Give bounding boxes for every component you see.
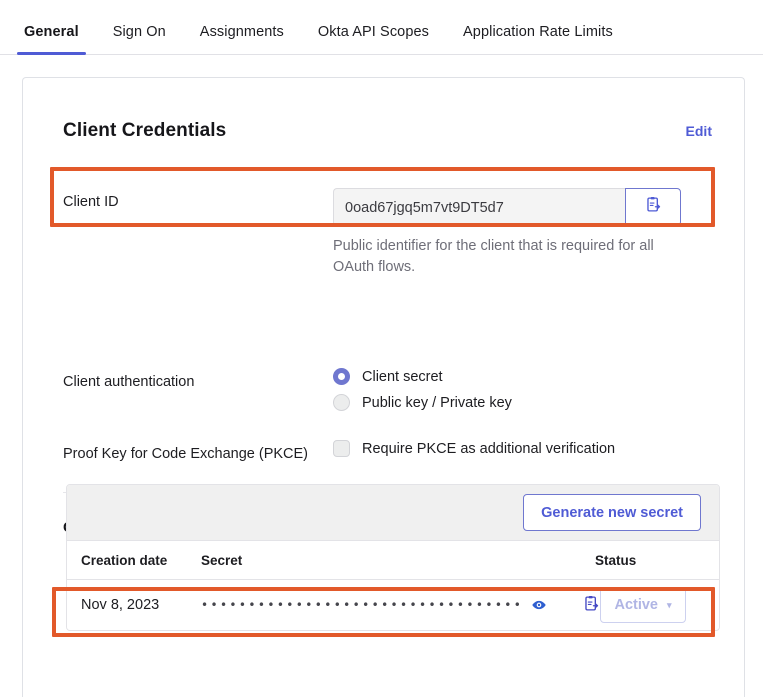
client-id-label: Client ID — [63, 194, 119, 210]
client-id-row: Client ID 0oad67jgq5m7vt9DT5d7 Public id… — [63, 188, 720, 278]
copy-secret-button[interactable] — [583, 595, 600, 616]
client-id-input-group: 0oad67jgq5m7vt9DT5d7 — [333, 188, 681, 226]
client-credentials-card: Client Credentials Edit Client ID 0oad67… — [22, 77, 745, 697]
pkce-row: Proof Key for Code Exchange (PKCE) Requi… — [63, 440, 720, 464]
copy-client-id-button[interactable] — [625, 188, 681, 226]
checkbox-unchecked-icon — [333, 440, 350, 457]
tab-sign-on[interactable]: Sign On — [112, 24, 166, 40]
table-row: Nov 8, 2023 ••••••••••••••••••••••••••••… — [67, 580, 719, 630]
cell-secret: ••••••••••••••••••••••••••••••••••••••••… — [201, 595, 600, 616]
client-authentication-row: Client authentication Client secret Publ… — [63, 368, 720, 411]
radio-label-client-secret: Client secret — [362, 368, 443, 385]
tab-application-rate-limits[interactable]: Application Rate Limits — [463, 24, 613, 40]
radio-label-public-private-key: Public key / Private key — [362, 394, 512, 411]
client-authentication-label: Client authentication — [63, 374, 195, 390]
edit-button[interactable]: Edit — [685, 123, 712, 139]
app-tab-bar: General Sign On Assignments Okta API Sco… — [0, 0, 763, 55]
clipboard-copy-icon — [583, 595, 600, 616]
card-header: Client Credentials Edit — [63, 120, 712, 142]
client-secrets-table: Generate new secret Creation date Secret… — [66, 484, 720, 631]
column-header-secret: Secret — [201, 552, 243, 568]
client-authentication-options: Client secret Public key / Private key — [333, 368, 720, 411]
radio-checked-icon — [333, 368, 350, 385]
client-id-value[interactable]: 0oad67jgq5m7vt9DT5d7 — [333, 188, 625, 226]
cell-creation-date: Nov 8, 2023 — [81, 597, 160, 613]
radio-option-client-secret[interactable]: Client secret — [333, 368, 720, 385]
checkbox-label-require-pkce: Require PKCE as additional verification — [362, 440, 616, 457]
tab-list: General Sign On Assignments Okta API Sco… — [0, 0, 763, 55]
tab-okta-api-scopes[interactable]: Okta API Scopes — [317, 24, 430, 40]
tab-general[interactable]: General — [17, 24, 86, 55]
status-dropdown-button[interactable]: Active ▾ — [600, 587, 686, 623]
eye-icon[interactable] — [531, 597, 547, 613]
cell-status: Active ▾ — [600, 587, 710, 623]
column-header-creation-date: Creation date — [81, 552, 168, 568]
generate-new-secret-button[interactable]: Generate new secret — [523, 494, 701, 531]
tab-assignments[interactable]: Assignments — [199, 24, 284, 40]
chevron-down-icon: ▾ — [667, 599, 672, 610]
pkce-option-body: Require PKCE as additional verification — [333, 440, 720, 457]
page-title: Client Credentials — [63, 120, 227, 141]
client-secrets-toolbar: Generate new secret — [67, 485, 719, 541]
status-badge: Active — [614, 597, 658, 613]
masked-secret-value: ••••••••••••••••••••••••••••••••••••••••… — [201, 599, 519, 611]
client-id-body: 0oad67jgq5m7vt9DT5d7 Public identifier f… — [333, 188, 720, 278]
clipboard-copy-icon — [645, 196, 662, 218]
client-id-helper-text: Public identifier for the client that is… — [333, 238, 654, 275]
radio-unchecked-icon — [333, 394, 350, 411]
table-header-row: Creation date Secret Status — [67, 541, 719, 580]
checkbox-option-require-pkce[interactable]: Require PKCE as additional verification — [333, 440, 720, 457]
pkce-label: Proof Key for Code Exchange (PKCE) — [63, 446, 309, 462]
column-header-status: Status — [595, 552, 637, 568]
radio-option-public-private-key[interactable]: Public key / Private key — [333, 394, 720, 411]
